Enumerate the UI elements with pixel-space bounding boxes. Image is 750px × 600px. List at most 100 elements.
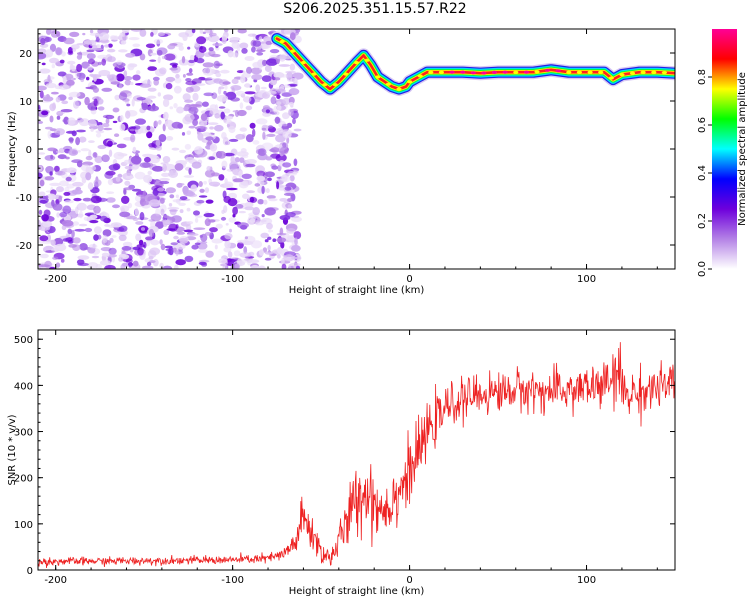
noise-blob <box>152 76 160 81</box>
noise-blob <box>95 130 105 134</box>
noise-blob <box>263 36 271 43</box>
noise-blob <box>244 236 248 240</box>
noise-blob <box>184 99 194 103</box>
noise-blob <box>209 29 213 38</box>
noise-blob <box>212 43 223 47</box>
noise-blob <box>286 122 293 128</box>
y-tick-label: 400 <box>14 381 33 392</box>
noise-blob <box>288 108 294 117</box>
noise-blob <box>68 91 81 98</box>
noise-blob <box>182 34 188 41</box>
noise-blob <box>49 57 59 64</box>
noise-blob <box>86 53 96 60</box>
noise-blob <box>71 159 83 164</box>
noise-blob <box>140 227 146 231</box>
noise-blob <box>75 186 82 191</box>
noise-blob <box>103 127 113 131</box>
noise-blob <box>249 196 255 203</box>
noise-blob <box>203 180 208 185</box>
noise-blob <box>91 255 100 259</box>
noise-blob <box>178 202 186 206</box>
noise-blob <box>159 67 167 75</box>
noise-blob <box>186 72 194 76</box>
noise-blob <box>172 247 177 252</box>
noise-blob <box>198 46 207 53</box>
noise-blob <box>230 155 235 164</box>
noise-blob <box>91 166 97 171</box>
noise-blob <box>287 71 293 78</box>
noise-blob <box>291 245 301 252</box>
noise-blob <box>254 183 261 187</box>
noise-blob <box>62 75 67 84</box>
noise-blob <box>63 191 71 196</box>
noise-blob <box>266 195 276 199</box>
noise-blob <box>151 214 162 219</box>
noise-blob <box>93 98 98 107</box>
ridge-bead <box>343 72 349 76</box>
noise-blob <box>270 96 277 105</box>
noise-blob <box>116 143 127 149</box>
noise-blob <box>241 173 252 179</box>
noise-blob <box>56 115 61 120</box>
noise-blob <box>108 164 120 171</box>
noise-blob <box>168 203 173 207</box>
noise-blob <box>130 134 136 143</box>
noise-blob <box>270 153 281 159</box>
noise-blob <box>282 112 290 120</box>
x-tick-label: -100 <box>221 274 244 285</box>
noise-blob <box>147 66 157 71</box>
noise-blob <box>157 187 165 192</box>
noise-blob <box>160 208 165 216</box>
noise-blob <box>128 37 140 41</box>
noise-blob <box>39 90 44 99</box>
noise-blob <box>147 105 160 112</box>
noise-blob <box>293 231 302 240</box>
noise-blob <box>130 81 134 86</box>
noise-blob <box>227 251 233 258</box>
noise-blob <box>145 43 156 49</box>
noise-blob <box>159 180 170 185</box>
noise-blob <box>88 119 97 127</box>
noise-blob <box>287 204 293 209</box>
noise-blob <box>146 261 152 267</box>
noise-blob <box>210 53 221 58</box>
noise-blob <box>87 182 94 190</box>
noise-blob <box>56 186 64 193</box>
noise-blob <box>186 207 191 212</box>
noise-blob <box>188 167 192 175</box>
noise-blob <box>119 114 124 122</box>
noise-blob <box>148 199 161 207</box>
ridge-bead <box>417 74 423 78</box>
noise-blob <box>85 155 93 161</box>
noise-blob <box>230 37 239 44</box>
noise-blob <box>149 154 158 159</box>
noise-blob <box>168 223 178 232</box>
noise-blob <box>196 199 205 204</box>
noise-blob <box>256 170 266 177</box>
noise-blob <box>176 182 183 188</box>
noise-blob <box>72 221 80 226</box>
noise-blob <box>237 29 247 34</box>
noise-blob <box>198 181 203 187</box>
noise-blob <box>200 113 208 121</box>
noise-blob <box>197 132 204 141</box>
noise-blob <box>114 94 120 101</box>
spectrogram-y-ticks: -20 -10 0 10 20 <box>16 33 675 265</box>
noise-blob <box>52 102 56 110</box>
noise-blob <box>92 152 98 158</box>
noise-blob <box>61 220 74 227</box>
noise-blob <box>206 140 213 146</box>
noise-blob <box>264 257 272 261</box>
noise-blob <box>122 241 133 247</box>
noise-blob <box>266 222 273 230</box>
noise-blob <box>268 125 274 129</box>
noise-blob <box>126 93 132 99</box>
noise-blob <box>165 136 174 141</box>
noise-blob <box>252 33 257 37</box>
noise-blob <box>203 92 214 97</box>
noise-blob <box>126 215 137 220</box>
noise-blob <box>265 90 277 95</box>
noise-blob <box>64 186 70 192</box>
noise-blob <box>38 48 47 54</box>
